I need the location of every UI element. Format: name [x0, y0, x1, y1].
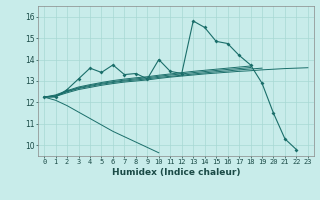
- X-axis label: Humidex (Indice chaleur): Humidex (Indice chaleur): [112, 168, 240, 177]
